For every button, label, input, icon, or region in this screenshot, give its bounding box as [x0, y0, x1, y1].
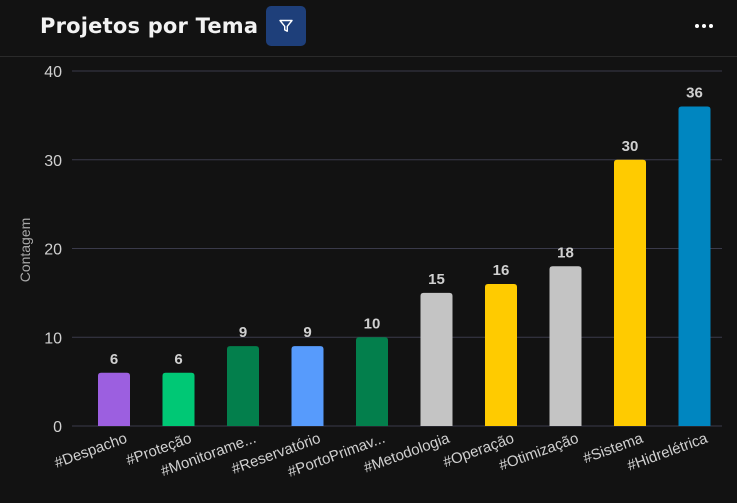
bar[interactable]: [98, 372, 130, 426]
chart-title: Projetos por Tema: [40, 14, 259, 38]
bar[interactable]: [485, 284, 517, 426]
filter-icon: [279, 19, 293, 32]
chart-header: Projetos por Tema: [0, 0, 737, 57]
value-label: 16: [493, 262, 510, 279]
y-tick-label: 40: [44, 64, 62, 81]
more-options-button[interactable]: [690, 14, 718, 38]
bar-chart: 0 10 20 30 40 Contagem 6 6 9 9 10 15 16 18 30 36 #Des…: [17, 64, 722, 481]
bar[interactable]: [291, 346, 324, 426]
value-label: 36: [686, 85, 703, 102]
bar[interactable]: [227, 346, 259, 426]
value-label: 30: [622, 138, 639, 155]
value-label: 6: [110, 351, 118, 368]
value-labels: 6 6 9 9 10 15 16 18 30 36: [110, 85, 703, 368]
filter-button[interactable]: [266, 6, 306, 46]
value-label: 15: [428, 271, 445, 288]
bars: [98, 106, 711, 427]
y-tick-label: 10: [44, 330, 62, 347]
bar[interactable]: [614, 159, 646, 426]
value-label: 9: [303, 324, 311, 341]
bar[interactable]: [549, 266, 582, 426]
bar[interactable]: [678, 106, 711, 427]
value-label: 9: [239, 324, 247, 341]
x-tick-label: #Despacho: [52, 430, 129, 472]
y-axis-ticks: 0 10 20 30 40: [44, 64, 62, 436]
more-horizontal-icon: [695, 24, 713, 28]
bar[interactable]: [356, 337, 388, 426]
value-label: 18: [557, 244, 574, 261]
y-tick-label: 20: [44, 242, 62, 259]
value-label: 6: [174, 351, 182, 368]
y-tick-label: 30: [44, 153, 62, 170]
bar[interactable]: [162, 372, 195, 426]
value-label: 10: [364, 315, 381, 332]
x-axis-ticks: #Despacho#Proteção#Monitorame...#Reserva…: [52, 430, 710, 481]
bar[interactable]: [420, 292, 453, 426]
y-axis-label: Contagem: [17, 218, 33, 283]
gridlines: [72, 70, 722, 427]
y-tick-label: 0: [53, 419, 62, 436]
